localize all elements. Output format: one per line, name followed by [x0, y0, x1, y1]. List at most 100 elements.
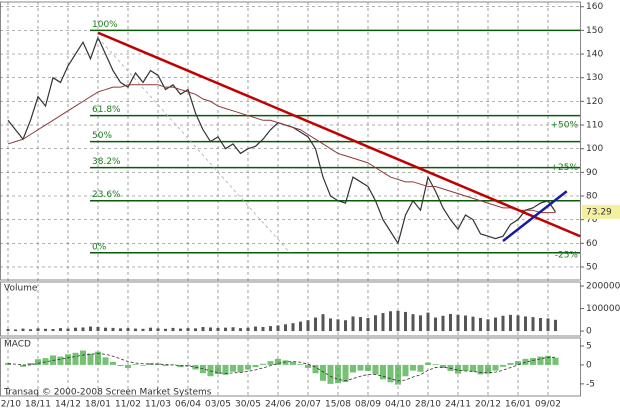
x-tick-label: 08/09	[355, 400, 381, 410]
x-tick-label: 20/07	[295, 400, 321, 410]
macd-bar	[27, 363, 34, 365]
volume-bar	[156, 328, 160, 332]
macd-bar	[387, 364, 394, 383]
trendline	[97, 31, 581, 238]
y-tick-label: 80	[586, 192, 598, 202]
volume-bar	[246, 327, 250, 332]
volume-bar	[96, 327, 100, 332]
macd-bar	[147, 363, 154, 365]
macd-bar	[110, 361, 116, 365]
volume-bar	[381, 313, 385, 332]
volume-bar	[554, 319, 557, 332]
fib-label: 0%	[92, 242, 107, 252]
y-tick-label: 2000000	[586, 282, 620, 292]
fib-label: 23.6%	[92, 190, 121, 200]
volume-bar	[231, 327, 235, 332]
volume-bar	[194, 328, 197, 332]
volume-bar	[186, 328, 190, 332]
macd-bar	[185, 364, 191, 367]
macd-bar	[87, 353, 94, 365]
y-tick-label: 130	[586, 73, 603, 83]
volume-bar	[269, 326, 272, 332]
macd-bar	[470, 364, 476, 372]
macd-bar	[417, 364, 424, 372]
y-tick-label: 0	[586, 360, 592, 370]
volume-bar	[449, 313, 452, 332]
pct-label: +50%	[550, 121, 578, 131]
volume-bar	[126, 328, 130, 332]
volume-bar	[201, 327, 205, 332]
volume-bar	[141, 328, 145, 332]
watermark: Transaq © 2000-2008 Screen Market System…	[3, 388, 212, 398]
macd-bar	[20, 364, 26, 367]
macd-bar	[282, 360, 289, 365]
volume-bar	[66, 328, 70, 332]
y-tick-label: 110	[586, 121, 603, 131]
volume-bar	[134, 328, 137, 332]
macd-bar	[260, 363, 266, 365]
volume-bar	[89, 326, 92, 332]
x-tick-label: 30/05	[235, 400, 261, 410]
macd-bar	[252, 364, 259, 368]
volume-bar	[464, 315, 467, 332]
pct-label: -25%	[555, 251, 579, 261]
macd-bar	[395, 364, 401, 385]
x-tick-label: 15/08	[325, 400, 351, 410]
volume-bar	[329, 318, 332, 332]
macd-bar	[500, 364, 506, 367]
volume-bar	[224, 327, 227, 332]
panel-title: MACD	[4, 340, 31, 350]
macd-bar	[462, 364, 469, 371]
y-tick-label: 50	[586, 262, 598, 272]
fib-label: 100%	[92, 20, 118, 30]
macd-bar	[125, 364, 131, 368]
x-tick-label: 11/03	[145, 400, 171, 410]
panel	[0, 281, 581, 337]
macd-bar	[410, 364, 416, 371]
x-tick-label: 14/12	[55, 400, 81, 410]
macd-bar	[215, 364, 221, 375]
volume-bar	[21, 328, 25, 332]
macd-bar	[380, 364, 386, 380]
macd-bar	[455, 364, 461, 374]
macd-bar	[95, 351, 101, 365]
y-tick-label: 0	[586, 327, 592, 337]
volume-bar	[411, 314, 415, 332]
volume-bar	[171, 327, 175, 332]
y-tick-label: 120	[586, 97, 603, 107]
volume-bar	[546, 318, 550, 332]
x-tick-label: 24/06	[265, 400, 291, 410]
macd-bar	[320, 364, 326, 381]
fib-label: 50%	[92, 131, 112, 141]
macd-bar	[132, 364, 139, 365]
macd-bar	[425, 362, 431, 365]
macd-bar	[245, 364, 251, 370]
macd-bar	[492, 364, 499, 371]
macd-bar	[522, 358, 529, 365]
macd-bar	[35, 359, 41, 365]
macd-bar	[305, 364, 311, 368]
macd-bar	[290, 361, 296, 365]
volume-bar	[539, 318, 542, 332]
macd-bar	[537, 356, 544, 365]
x-tick-label: 04/10	[385, 400, 411, 410]
macd-bar	[80, 350, 86, 365]
macd-bar	[432, 364, 439, 365]
volume-bar	[501, 315, 505, 332]
macd-bar	[140, 364, 146, 366]
series-line	[7, 84, 556, 214]
x-tick-label: 18/01	[85, 400, 111, 410]
macd-bar	[335, 364, 341, 384]
volume-bar	[351, 316, 355, 332]
volume-bar	[29, 329, 32, 332]
last-price-box	[582, 204, 620, 219]
macd-bar	[117, 364, 124, 367]
macd-bar	[327, 364, 334, 384]
panel-title: Volume	[4, 284, 38, 294]
y-tick-label: -5	[586, 379, 595, 389]
volume-bar	[74, 327, 77, 332]
volume-bar	[516, 315, 520, 332]
panel	[0, 1, 581, 281]
volume-bar	[456, 314, 460, 332]
